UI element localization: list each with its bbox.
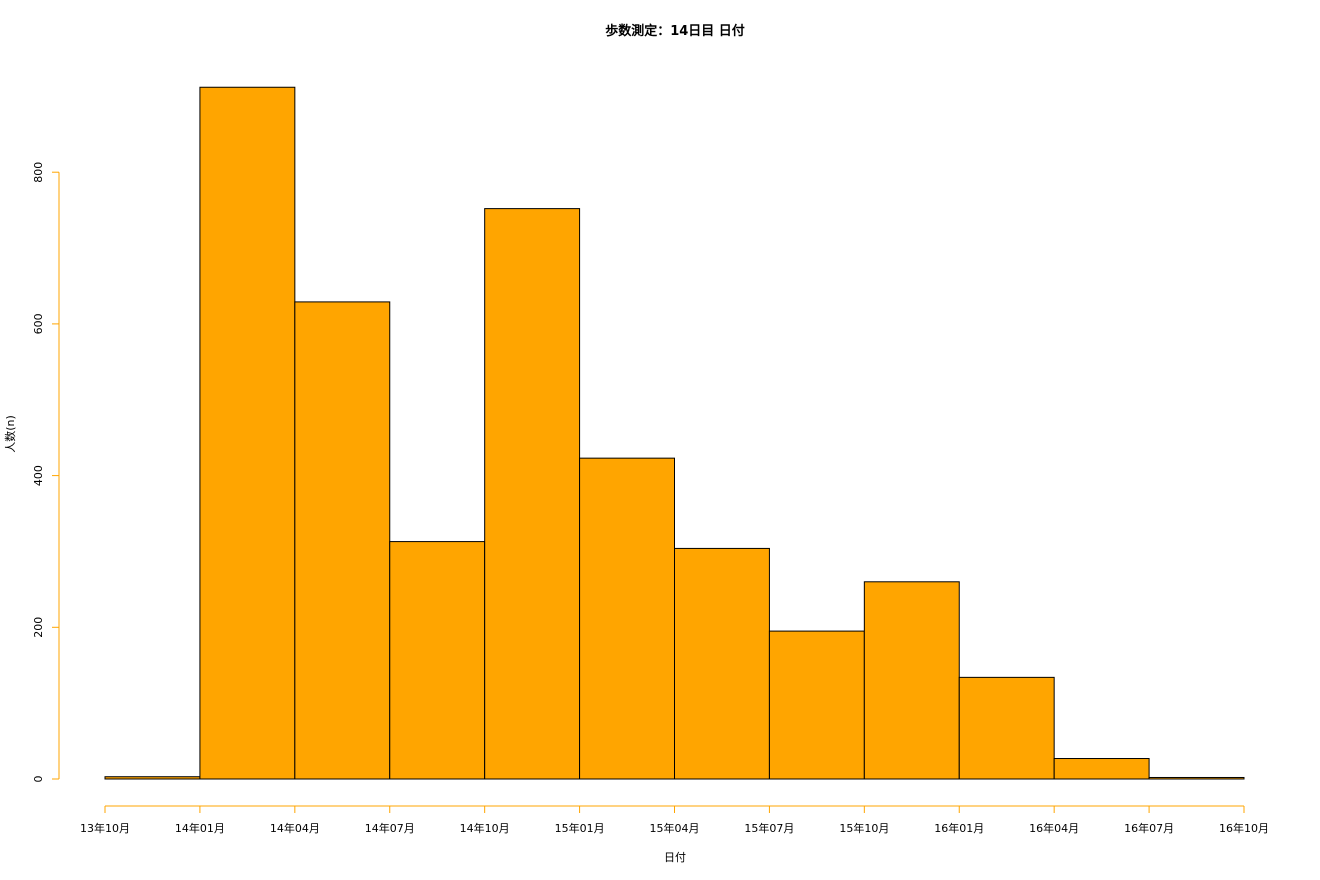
histogram-bar bbox=[389, 541, 486, 780]
x-tick-label: 16年01月 bbox=[934, 821, 984, 835]
x-axis: 13年10月 14年01月 14年04月 14年07月 14年10月 15年01月 15年0… bbox=[80, 805, 1269, 835]
x-tick-label: 16年10月 bbox=[1219, 821, 1269, 835]
histogram-bar bbox=[674, 547, 770, 780]
chart-title: 歩数測定：14日目 日付 bbox=[605, 23, 745, 39]
x-tick-label: 15年10月 bbox=[839, 821, 889, 835]
x-tick-label: 15年01月 bbox=[555, 821, 605, 835]
y-tick-label: 600 bbox=[32, 313, 45, 334]
x-tick-label: 14年01月 bbox=[175, 821, 225, 835]
y-tick-label: 800 bbox=[32, 162, 45, 183]
histogram-bar bbox=[484, 208, 581, 780]
x-tick-label: 15年07月 bbox=[744, 821, 794, 835]
x-tick-label: 15年04月 bbox=[650, 821, 700, 835]
x-tick-label: 14年07月 bbox=[365, 821, 415, 835]
histogram-bar bbox=[958, 676, 1055, 780]
y-tick-label: 200 bbox=[32, 617, 45, 638]
bars-group bbox=[104, 86, 1245, 780]
histogram-bar bbox=[294, 301, 391, 780]
histogram-bar bbox=[863, 581, 960, 780]
x-tick-label: 14年04月 bbox=[270, 821, 320, 835]
histogram-bar bbox=[104, 776, 201, 780]
y-axis: 0 200 400 600 800 bbox=[32, 162, 60, 783]
y-axis-label: 人数(n) bbox=[4, 415, 17, 453]
histogram-bar bbox=[1148, 776, 1245, 780]
x-tick-label: 16年04月 bbox=[1029, 821, 1079, 835]
y-tick-label: 400 bbox=[32, 465, 45, 486]
x-tick-label: 14年10月 bbox=[460, 821, 510, 835]
x-tick-label: 16年07月 bbox=[1124, 821, 1174, 835]
histogram-bar bbox=[579, 457, 676, 780]
y-tick-label: 0 bbox=[32, 776, 45, 783]
histogram-bar bbox=[199, 86, 296, 780]
histogram-bar bbox=[768, 630, 865, 780]
x-axis-label: 日付 bbox=[664, 851, 686, 864]
histogram-bar bbox=[1053, 758, 1150, 780]
x-tick-label: 13年10月 bbox=[80, 821, 130, 835]
